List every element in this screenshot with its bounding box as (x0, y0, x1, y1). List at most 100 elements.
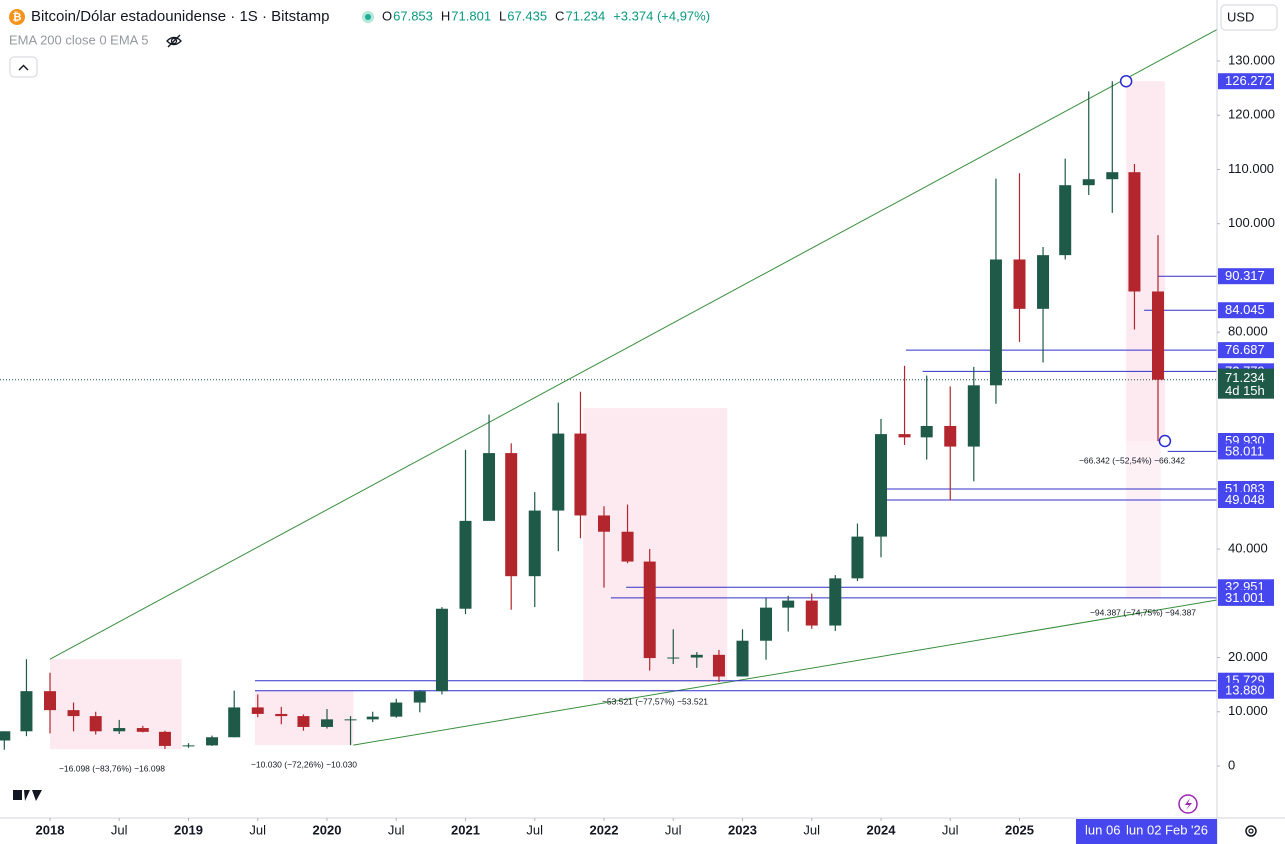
candle-body (574, 433, 587, 516)
candle-body (1082, 179, 1095, 186)
candle-body (1037, 255, 1050, 309)
y-tick-label: 20.000 (1228, 649, 1268, 664)
candle-body (275, 713, 288, 717)
candle-body (528, 510, 541, 577)
x-tick-label: 2020 (313, 822, 342, 837)
x-tick-label: Jul (249, 822, 266, 837)
time-label: lun 02 Feb '26 (1126, 822, 1208, 837)
btc-icon-glyph: ₿ (13, 11, 22, 23)
ohlc: O 67.853 H 71.801 L 67.435 C 71.234 +3.374 (+4,9… (382, 8, 710, 23)
indicators[interactable]: EMA 200 close 0 EMA 5 (9, 32, 148, 47)
ohlc-key: O (382, 8, 392, 23)
x-tick-label: 2024 (867, 822, 897, 837)
candle-body (459, 520, 472, 609)
ohlc-key: C (555, 8, 564, 23)
trendline (49, 29, 1218, 660)
candle-body (805, 600, 818, 626)
candle-body (1128, 172, 1141, 292)
ohlc-value: 67.435 (507, 8, 547, 23)
candle-body (712, 654, 725, 677)
candle-body (67, 710, 80, 717)
eye-icon[interactable] (166, 34, 182, 48)
candle-body (989, 259, 1002, 386)
candle-body (597, 515, 610, 532)
last-price-bg (1218, 368, 1274, 399)
measure-label: −16.098 (−83,76%) −16.098 (59, 763, 165, 773)
btc-icon (9, 9, 25, 25)
candle-body (643, 561, 656, 659)
level-label-bg (1218, 268, 1274, 285)
y-tick-label: 100.000 (1228, 215, 1275, 230)
chevron (18, 64, 29, 71)
level-label: 58.011 (1225, 443, 1264, 458)
lightning-icon[interactable] (1178, 794, 1198, 814)
x-tick-label: Jul (526, 822, 543, 837)
marker (1119, 74, 1133, 88)
level-label-bg (1218, 73, 1274, 90)
candle-body (182, 745, 195, 747)
candle-body (667, 657, 680, 659)
level-label-bg (1218, 492, 1274, 509)
collapse-button[interactable] (9, 56, 38, 78)
zone (1126, 440, 1161, 598)
candle-body (851, 536, 864, 579)
x-tick-label: Jul (942, 822, 959, 837)
candle-body (435, 608, 448, 692)
y-tick-label: 110.000 (1228, 161, 1274, 176)
candle-body (0, 731, 11, 741)
change: +3.374 (+4,97%) (613, 8, 710, 23)
ohlc-key: H (441, 8, 450, 23)
level-label-bg (1218, 342, 1274, 359)
candle-body (760, 607, 773, 641)
symbol[interactable]: Bitcoin/Dólar estadounidense · 1S · Bits… (31, 8, 329, 25)
candle-body (898, 434, 911, 438)
candle-body (206, 737, 219, 746)
y-tick-label: 0 (1228, 757, 1235, 772)
candle-body (89, 716, 102, 732)
candle-body (829, 578, 842, 626)
settings-hole (1248, 828, 1254, 834)
level-label-bg (1218, 589, 1274, 606)
x-tick-label: 2023 (728, 822, 757, 837)
level-label: 76.687 (1225, 342, 1265, 357)
candle-body (920, 425, 933, 438)
x-tick-label: Jul (388, 822, 405, 837)
candle-body (782, 600, 795, 608)
time-label: lun 06 (1085, 822, 1120, 837)
candle-body (1059, 185, 1072, 256)
candle-body (874, 434, 887, 537)
currency-button[interactable] (1220, 4, 1278, 31)
candle-body (413, 691, 426, 703)
candle-body (967, 385, 980, 447)
x-tick-label: Jul (803, 822, 820, 837)
measure-label: −53.521 (−77,57%) −53.521 (602, 696, 708, 706)
candle-body (344, 719, 357, 721)
x-tick-label: 2025 (1005, 822, 1034, 837)
candle-body (320, 719, 333, 727)
y-tick-label: 10.000 (1228, 703, 1268, 718)
x-tick-label: 2018 (36, 822, 65, 837)
settings-icon[interactable] (1245, 825, 1257, 837)
candle-body (1013, 259, 1026, 309)
currency: USD (1227, 9, 1254, 24)
level-label: 126.272 (1225, 73, 1272, 88)
candle-body (158, 731, 171, 746)
x-tick-label: 2021 (451, 822, 480, 837)
x-tick-label: Jul (111, 822, 128, 837)
axes: 2018 Jul 2019 Jul 2020 Jul 2021 Jul 2022 Jul 2023 J… (36, 52, 1275, 844)
trendline (353, 599, 1218, 746)
candle-body (43, 691, 56, 711)
candle-body (390, 702, 403, 717)
ohlc-value: 67.853 (393, 8, 433, 23)
level-label-bg (1218, 443, 1274, 460)
ohlc-value: 71.801 (451, 8, 491, 23)
ohlc-value: 71.234 (565, 8, 605, 23)
candle-body (483, 453, 496, 521)
level-label: 13.880 (1225, 683, 1265, 698)
time-label-bg (1120, 819, 1217, 844)
x-tick-label: 2019 (174, 822, 203, 837)
x-tick-label: Jul (665, 822, 682, 837)
y-tick-label: 80.000 (1228, 324, 1268, 339)
status-dot-inner (365, 14, 371, 20)
